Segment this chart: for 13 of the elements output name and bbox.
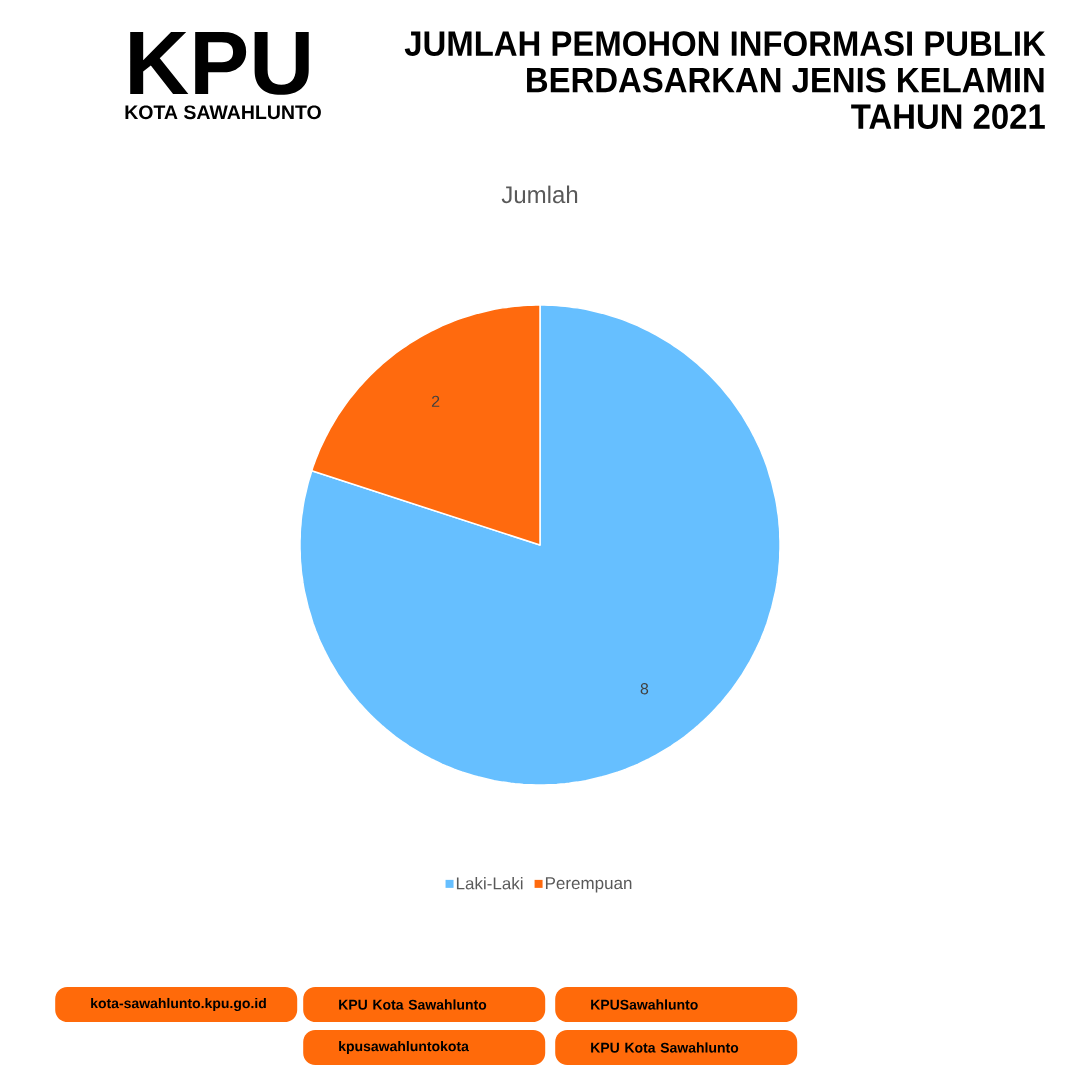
data-label: 8 <box>640 683 649 695</box>
chart-title: JUMLAH PEMOHON INFORMASI PUBLIK BERDASARKAN JENIS KELAMIN TAHUN 2021 <box>404 31 1046 129</box>
data-label: 2 <box>431 395 440 407</box>
legend-label: Laki-Laki <box>456 876 523 890</box>
text: KPUSawahlunto <box>591 999 698 1010</box>
legend-label: Perempuan <box>545 877 632 893</box>
text: KPU Kota Sawahlunto <box>591 1042 739 1053</box>
chart-subtitle: Jumlah <box>501 185 578 204</box>
text: kota-sawahlunto.kpu.go.id <box>91 997 266 1012</box>
text: kpusawahluntokota <box>339 1040 469 1055</box>
text: KPU Kota Sawahlunto <box>339 999 487 1010</box>
text: KOTA SAWAHLUNTO <box>125 105 321 120</box>
text: KPU <box>130 32 309 95</box>
